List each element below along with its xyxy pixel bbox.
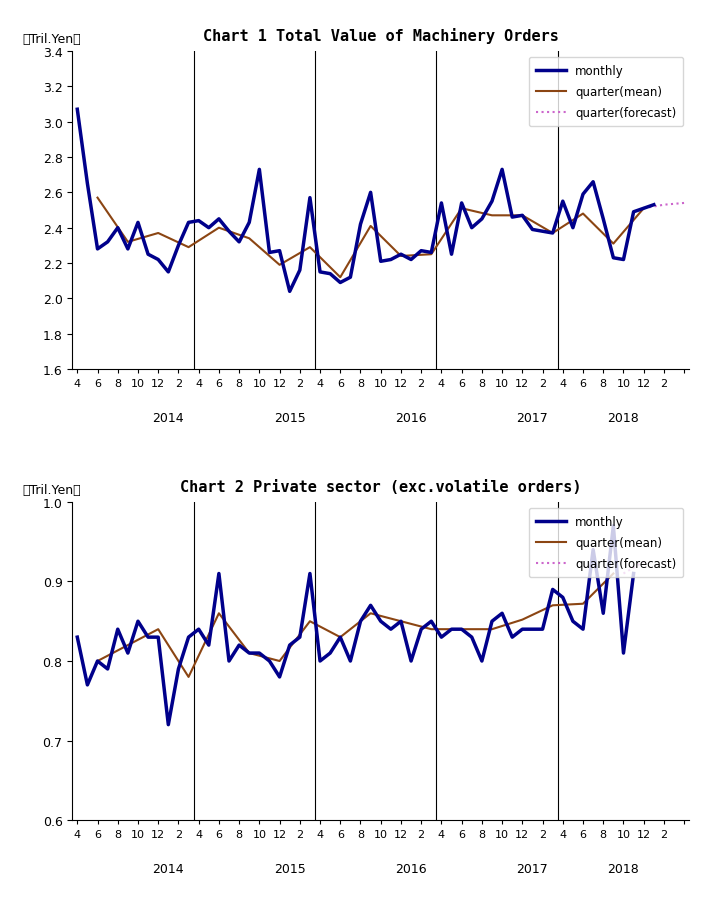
quarter(mean) <box>488 624 496 635</box>
quarter(mean) <box>427 250 436 261</box>
Text: （Tril.Yen）: （Tril.Yen） <box>23 32 82 45</box>
Line: quarter(mean): quarter(mean) <box>98 574 613 677</box>
quarter(mean) <box>305 243 314 253</box>
quarter(mean) <box>579 599 587 610</box>
quarter(mean) <box>245 234 254 244</box>
Title: Chart 1 Total Value of Machinery Orders: Chart 1 Total Value of Machinery Orders <box>203 28 559 43</box>
quarter(forecast) <box>640 557 648 567</box>
quarter(mean) <box>305 616 314 627</box>
quarter(mean) <box>366 608 375 619</box>
monthly <box>630 568 638 579</box>
Text: 2014: 2014 <box>153 861 184 875</box>
Line: monthly: monthly <box>77 526 634 725</box>
quarter(mean) <box>366 221 375 232</box>
quarter(mean) <box>123 640 132 651</box>
monthly <box>73 632 82 643</box>
quarter(mean) <box>93 656 102 667</box>
quarter(mean) <box>518 614 526 625</box>
quarter(mean) <box>609 568 617 579</box>
quarter(mean) <box>609 239 617 250</box>
monthly <box>83 680 92 691</box>
Text: 2016: 2016 <box>395 861 427 875</box>
quarter(mean) <box>518 211 526 222</box>
quarter(mean) <box>457 624 466 635</box>
quarter(mean) <box>154 624 163 635</box>
quarter(mean) <box>457 204 466 215</box>
quarter(mean) <box>214 608 223 619</box>
quarter(mean) <box>184 243 193 253</box>
monthly <box>214 214 223 225</box>
Text: 2014: 2014 <box>153 411 184 424</box>
monthly <box>508 632 516 643</box>
quarter(mean) <box>93 193 102 204</box>
monthly <box>650 200 658 211</box>
monthly <box>397 616 405 627</box>
monthly <box>285 640 294 651</box>
Legend: monthly, quarter(mean), quarter(forecast): monthly, quarter(mean), quarter(forecast… <box>529 508 683 578</box>
monthly <box>285 287 294 298</box>
quarter(mean) <box>184 672 193 683</box>
Text: 2018: 2018 <box>607 411 640 424</box>
monthly <box>73 105 82 115</box>
quarter(mean) <box>640 204 648 215</box>
quarter(mean) <box>549 228 557 239</box>
monthly <box>204 223 213 234</box>
quarter(forecast) <box>680 198 688 209</box>
Line: monthly: monthly <box>77 110 654 292</box>
Line: quarter(forecast): quarter(forecast) <box>644 204 684 209</box>
Line: quarter(forecast): quarter(forecast) <box>624 562 644 574</box>
monthly <box>467 223 476 234</box>
quarter(forecast) <box>640 204 648 215</box>
quarter(mean) <box>275 656 284 667</box>
Line: quarter(mean): quarter(mean) <box>98 198 644 278</box>
Title: Chart 2 Private sector (exc.volatile orders): Chart 2 Private sector (exc.volatile ord… <box>180 479 581 494</box>
quarter(mean) <box>397 252 405 262</box>
Text: 2018: 2018 <box>607 861 640 875</box>
monthly <box>508 213 516 224</box>
quarter(mean) <box>336 632 345 643</box>
Text: 2015: 2015 <box>274 411 305 424</box>
quarter(forecast) <box>619 568 628 579</box>
monthly <box>630 207 638 218</box>
monthly <box>609 520 617 531</box>
quarter(mean) <box>336 272 345 283</box>
Text: 2016: 2016 <box>395 411 427 424</box>
quarter(forecast) <box>660 200 668 211</box>
monthly <box>164 720 173 731</box>
monthly <box>427 616 436 627</box>
quarter(mean) <box>397 616 405 627</box>
Text: 2017: 2017 <box>516 861 549 875</box>
quarter(mean) <box>579 209 587 220</box>
quarter(mean) <box>123 237 132 248</box>
quarter(mean) <box>154 228 163 239</box>
quarter(mean) <box>275 260 284 271</box>
monthly <box>447 624 456 635</box>
quarter(mean) <box>214 223 223 234</box>
quarter(mean) <box>488 211 496 222</box>
Legend: monthly, quarter(mean), quarter(forecast): monthly, quarter(mean), quarter(forecast… <box>529 58 683 127</box>
quarter(mean) <box>427 624 436 635</box>
monthly <box>569 223 577 234</box>
quarter(mean) <box>245 648 254 658</box>
Text: 2017: 2017 <box>516 411 549 424</box>
Text: 2015: 2015 <box>274 861 305 875</box>
Text: （Tril.Yen）: （Tril.Yen） <box>23 483 82 496</box>
quarter(mean) <box>549 600 557 611</box>
